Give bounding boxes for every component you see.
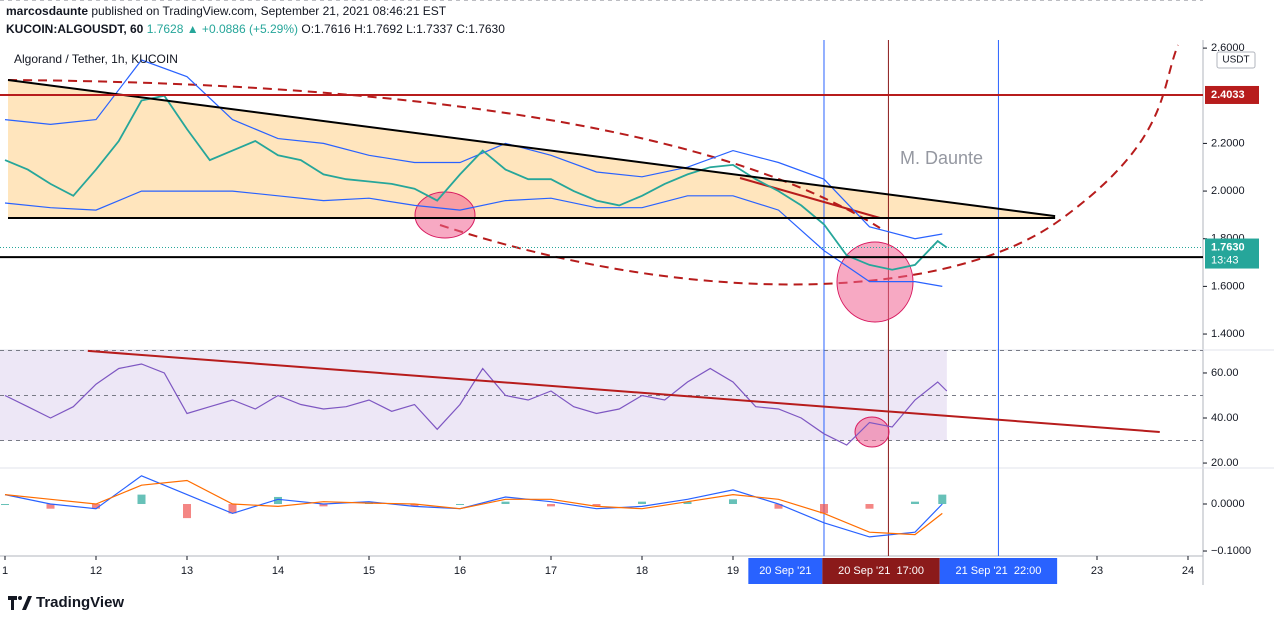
publish-line: marcosdaunte published on TradingView.co… [6,4,446,18]
histogram-bar [1,504,10,506]
histogram-bar [910,501,919,505]
countdown: 13:43 [1211,254,1239,266]
y-tick-label: 1.4000 [1211,328,1245,340]
marker-label: 20 Sep '21 [759,565,811,577]
open: O:1.7616 [301,22,351,36]
histogram-bar [637,501,646,505]
x-tick-label: 1 [2,565,8,577]
marker-label: 21 Sep '21 22:00 [955,565,1041,577]
y-tick-label: 0.0000 [1211,498,1245,510]
histogram-bar [938,494,947,505]
histogram-bar [819,504,828,514]
unit-box [1216,51,1256,69]
trendline [87,349,1160,433]
author: marcosdaunte [6,4,89,18]
highlight-circle [414,191,476,239]
x-tick-label: 12 [90,565,102,577]
histogram-bar [455,504,464,506]
y-tick-label: 2.6000 [1211,42,1245,54]
y-tick-label: 20.00 [1211,457,1239,469]
low: L:1.7337 [406,22,453,36]
logo [8,595,32,610]
dashed-arc [7,79,881,229]
symbol: KUCOIN:ALGOUSDT, 60 [6,22,144,36]
dashed-arc [439,44,1179,286]
histogram-bar [92,504,101,509]
last: 1.7628 ▲ +0.0886 (+5.29%) [146,22,299,36]
x-tick-label: 17 [545,565,557,577]
quote-line: KUCOIN:ALGOUSDT, 60 1.7628 ▲ +0.0886 (+5… [6,22,505,36]
current-label: 1.7630 [1211,241,1245,253]
level-label: 2.4033 [1211,89,1245,101]
x-tick-label: 14 [272,565,284,577]
x-tick-label: 15 [363,565,375,577]
series-line [4,363,948,446]
histogram-bar [319,504,328,507]
footer: TradingView [8,594,124,611]
histogram-bar [501,501,510,505]
y-tick-label: 1.6000 [1211,280,1245,292]
marker-label: 20 Sep '21 17:00 [838,565,924,577]
histogram-bar [592,504,601,507]
unit-label: USDT [1222,55,1249,66]
histogram-bar [728,499,737,505]
histogram-bar [774,504,783,509]
histogram-bar [137,494,146,505]
y-tick-label: 40.00 [1211,412,1239,424]
footer-text: TradingView [36,594,125,611]
series-line [4,475,943,538]
published: published on TradingView.com, September … [91,4,447,18]
high: H:1.7692 [354,22,403,36]
y-tick-label: 2.0000 [1211,185,1245,197]
x-tick-label: 24 [1182,565,1194,577]
histogram-bar [46,504,55,509]
y-tick-label: −0.1000 [1211,545,1251,557]
close: C:1.7630 [456,22,505,36]
histogram-bar [865,504,874,509]
chart-title: Algorand / Tether, 1h, KUCOIN [14,52,178,66]
x-tick-label: 16 [454,565,466,577]
x-tick-label: 13 [181,565,193,577]
watermark: M. Daunte [900,148,983,168]
current-box [1205,238,1259,269]
chart: 2.60002.20002.00001.80001.60001.40002.40… [0,0,1274,585]
series-line [4,479,943,536]
histogram-bar [183,504,192,519]
trendline [7,79,1056,218]
marker-box [939,558,1058,584]
marker-box [748,558,823,584]
level-box [1205,85,1259,104]
short-trendline [739,177,881,219]
y-tick-label: 60.00 [1211,367,1239,379]
x-tick-label: 18 [636,565,648,577]
histogram-bar [410,504,419,507]
histogram-bar [683,501,692,505]
histogram-bar [274,496,283,505]
x-tick-label: 19 [727,565,739,577]
bollinger-band [4,190,943,287]
bollinger-band [4,59,943,240]
histogram-bar [546,504,555,507]
x-tick-label: 23 [1091,565,1103,577]
marker-box [822,558,940,584]
back [0,0,1274,585]
y-tick-label: 2.2000 [1211,137,1245,149]
histogram-bar [228,504,237,514]
